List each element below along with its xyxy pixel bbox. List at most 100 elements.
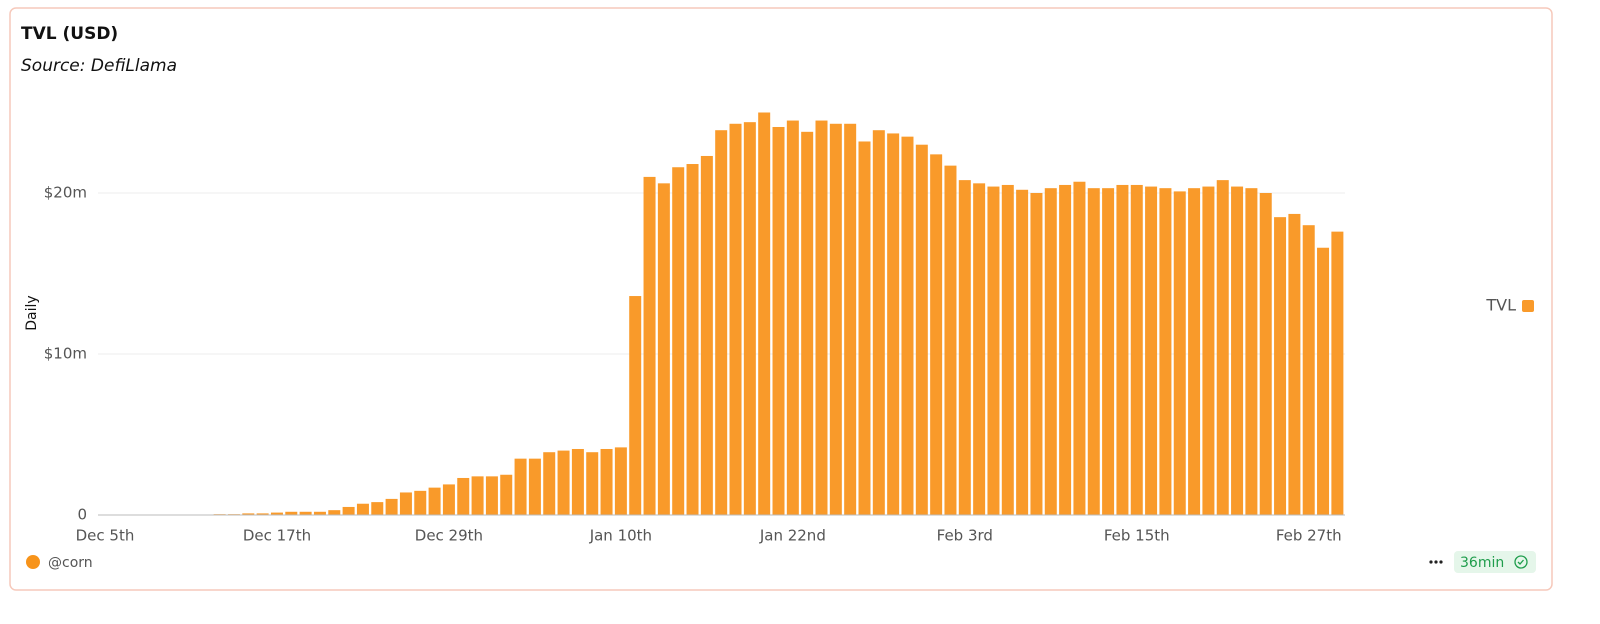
bar [514,458,527,515]
y-tick-label: $20m [44,184,87,202]
bar [729,123,742,516]
bar [1317,247,1330,516]
bar [858,141,871,516]
bar [872,130,885,515]
bar [758,112,771,515]
bar [958,180,971,515]
chart-subtitle: Source: DefiLlama [21,56,177,76]
bar [600,448,613,515]
bar [428,487,441,515]
bar [915,144,928,515]
x-tick-label: Dec 5th [76,527,135,545]
bar [270,512,283,515]
bar [328,510,341,515]
bar [786,120,799,516]
bar [528,458,541,515]
bar [485,476,498,515]
more-menu[interactable] [1429,560,1443,564]
check-icon [1514,555,1528,569]
bar [772,126,785,516]
bar [1202,186,1215,515]
bar [1001,184,1014,515]
bar [944,165,957,515]
bar [371,502,384,515]
bar [801,131,814,515]
x-tick-label: Feb 3rd [937,527,993,545]
legend-label: TVL [1485,296,1516,315]
bar [1059,184,1072,515]
bar [930,154,943,516]
x-tick-label: Dec 17th [243,527,311,545]
bar [1145,186,1158,515]
x-tick-label: Dec 29th [415,527,483,545]
y-tick-label: $10m [44,345,87,363]
bar [313,511,326,515]
bar [887,133,900,515]
bar [815,120,828,516]
bar [1245,188,1258,516]
bar [743,122,756,515]
x-tick-label: Jan 10th [589,527,652,545]
chart-title: TVL (USD) [21,24,118,44]
bar [285,511,298,515]
bar [1102,188,1115,516]
bar [299,511,312,515]
bar [442,484,455,515]
bar [901,136,914,515]
check-mark [1517,559,1524,565]
bar [385,498,398,515]
bar [715,130,728,515]
bar [1073,181,1086,516]
bar [1231,186,1244,515]
bar [356,503,369,515]
bar [1288,213,1301,515]
bar [1274,217,1287,515]
x-tick-label: Jan 22nd [759,527,826,545]
bar [1087,188,1100,516]
bar [256,513,269,515]
bar [686,164,699,515]
bar [614,447,627,515]
bar [1159,188,1172,516]
legend-swatch [1522,300,1534,312]
bar [987,186,1000,515]
bar [500,474,513,515]
x-tick-label: Feb 27th [1276,527,1342,545]
bar [414,490,427,515]
bar [471,476,484,515]
bar [973,183,986,515]
bar [1030,193,1043,515]
bar [557,450,570,515]
bar [457,477,470,515]
bar [1016,189,1029,515]
bar [1173,191,1186,515]
bar [844,123,857,516]
bar [342,506,355,515]
bar [643,176,656,515]
bar [1130,184,1143,515]
bar [1259,193,1272,515]
bar [543,452,556,515]
bar [829,123,842,516]
bar [1188,188,1201,516]
bar [1116,184,1129,515]
bar [399,492,412,515]
bar [1331,231,1344,515]
y-tick-label: 0 [77,506,87,524]
freshness: 36min [1460,555,1504,571]
bar [629,296,642,515]
freshness-badge [1454,551,1536,573]
y-axis-label: Daily [24,295,40,330]
bar [586,452,599,515]
bar [1302,225,1315,515]
bar [700,155,713,515]
author: @corn [48,555,93,571]
author-icon [26,555,40,569]
bar [672,167,685,516]
x-tick-label: Feb 15th [1104,527,1170,545]
bar [571,448,584,515]
bar [1044,188,1057,516]
bar [242,513,255,515]
bar [1216,180,1229,515]
